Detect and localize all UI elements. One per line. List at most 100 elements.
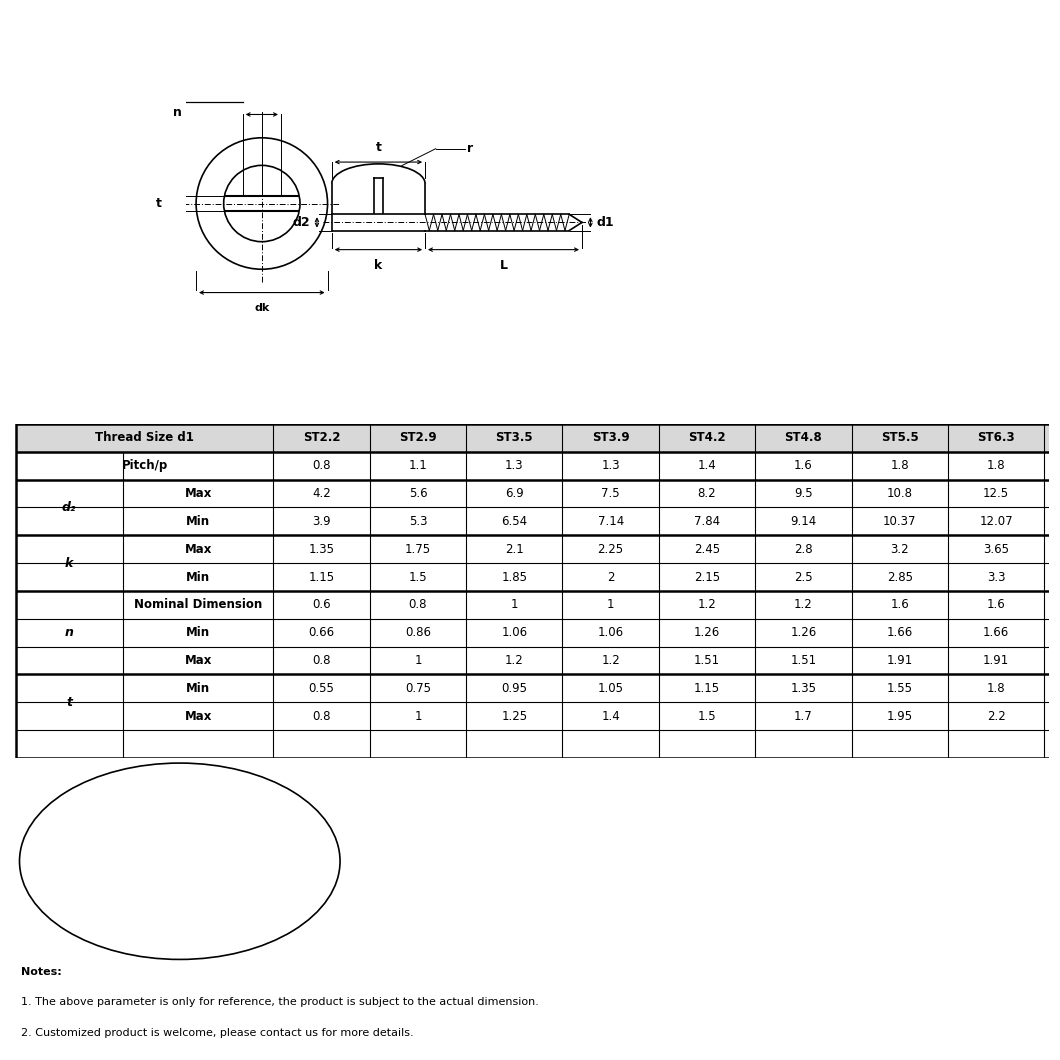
Text: 1.85: 1.85 [501, 570, 527, 584]
Text: 2: 2 [607, 570, 615, 584]
Text: 2.25: 2.25 [598, 543, 623, 555]
Text: t: t [156, 197, 162, 210]
Text: 0.95: 0.95 [501, 682, 527, 695]
Text: 1.06: 1.06 [501, 626, 528, 639]
Text: Max: Max [184, 543, 212, 555]
Text: d₂: d₂ [63, 501, 76, 514]
Text: 3.9: 3.9 [313, 515, 331, 528]
Text: Max: Max [184, 654, 212, 667]
Text: 0.8: 0.8 [313, 654, 331, 667]
Text: 0.75: 0.75 [405, 682, 431, 695]
Text: 1.05: 1.05 [598, 682, 623, 695]
Text: 1.06: 1.06 [598, 626, 623, 639]
Text: 1.15: 1.15 [308, 570, 335, 584]
Text: 6.9: 6.9 [505, 487, 524, 500]
Text: t: t [67, 695, 72, 709]
Text: 1.91: 1.91 [886, 654, 913, 667]
Text: 1: 1 [511, 598, 518, 612]
Text: Min: Min [187, 682, 210, 695]
Text: 12.5: 12.5 [983, 487, 1009, 500]
Text: Min: Min [187, 626, 210, 639]
Text: k: k [374, 259, 383, 272]
Text: ST2.2: ST2.2 [303, 431, 340, 444]
Text: 0.66: 0.66 [308, 626, 335, 639]
Text: 1.15: 1.15 [694, 682, 720, 695]
Text: 1.8: 1.8 [987, 459, 1005, 473]
Text: 1.26: 1.26 [790, 626, 816, 639]
Text: r: r [467, 142, 474, 155]
Text: 12.07: 12.07 [979, 515, 1013, 528]
Text: ST6.3: ST6.3 [977, 431, 1014, 444]
Text: 2.15: 2.15 [694, 570, 720, 584]
Text: 1.4: 1.4 [697, 459, 717, 473]
Text: 1.26: 1.26 [694, 626, 720, 639]
Text: n: n [65, 626, 74, 639]
Text: 7.5: 7.5 [601, 487, 620, 500]
Text: 0.8: 0.8 [313, 459, 331, 473]
Text: 1.91: 1.91 [983, 654, 1009, 667]
Text: 6.54: 6.54 [501, 515, 528, 528]
Text: 1.7: 1.7 [794, 709, 813, 723]
Text: 1.55: 1.55 [886, 682, 913, 695]
Text: 1.75: 1.75 [405, 543, 431, 555]
Text: 1.35: 1.35 [791, 682, 816, 695]
Text: ST3.5: ST3.5 [495, 431, 533, 444]
Text: 1.2: 1.2 [505, 654, 524, 667]
Text: 1.2: 1.2 [697, 598, 717, 612]
Text: Max: Max [184, 709, 212, 723]
Text: t: t [375, 141, 382, 154]
Text: dk: dk [254, 303, 269, 313]
Text: 1.4: 1.4 [601, 709, 620, 723]
Text: 1.3: 1.3 [601, 459, 620, 473]
Text: 2.1: 2.1 [505, 543, 524, 555]
Text: 8.2: 8.2 [697, 487, 717, 500]
Text: 10.37: 10.37 [883, 515, 917, 528]
Text: Min: Min [187, 515, 210, 528]
Text: 2.85: 2.85 [886, 570, 913, 584]
Text: d1: d1 [597, 216, 615, 229]
Text: 2.2: 2.2 [987, 709, 1005, 723]
Text: 1.51: 1.51 [791, 654, 816, 667]
Text: 0.8: 0.8 [313, 709, 331, 723]
Text: 0.6: 0.6 [313, 598, 331, 612]
Text: 3.65: 3.65 [983, 543, 1009, 555]
Text: 1.8: 1.8 [987, 682, 1005, 695]
Text: k: k [65, 556, 73, 569]
Text: 0.55: 0.55 [308, 682, 335, 695]
Text: 1.6: 1.6 [794, 459, 813, 473]
Text: ST4.8: ST4.8 [784, 431, 823, 444]
Text: ST2.9: ST2.9 [400, 431, 437, 444]
Text: 3.2: 3.2 [890, 543, 909, 555]
Text: 2.8: 2.8 [794, 543, 813, 555]
Text: 4.2: 4.2 [313, 487, 331, 500]
Text: ST5.5: ST5.5 [881, 431, 919, 444]
Text: 10.8: 10.8 [886, 487, 913, 500]
Text: 7.14: 7.14 [598, 515, 623, 528]
Text: 2. Customized product is welcome, please contact us for more details.: 2. Customized product is welcome, please… [21, 1028, 413, 1038]
Text: 2.5: 2.5 [794, 570, 813, 584]
Text: ST3.9: ST3.9 [591, 431, 630, 444]
Text: 1.51: 1.51 [694, 654, 720, 667]
Text: 5.3: 5.3 [409, 515, 427, 528]
Text: Thread Size d1: Thread Size d1 [95, 431, 194, 444]
Text: 1.66: 1.66 [886, 626, 913, 639]
Text: 1: 1 [607, 598, 615, 612]
Text: 1.25: 1.25 [501, 709, 528, 723]
Text: 1.3: 1.3 [505, 459, 524, 473]
Text: Notes:: Notes: [21, 967, 61, 977]
Text: 1: 1 [414, 654, 422, 667]
Text: Nominal Dimension: Nominal Dimension [134, 598, 262, 612]
Text: 1.1: 1.1 [408, 459, 427, 473]
Text: 1.8: 1.8 [890, 459, 909, 473]
Text: 9.5: 9.5 [794, 487, 813, 500]
Text: 1.2: 1.2 [601, 654, 620, 667]
Text: 0.8: 0.8 [409, 598, 427, 612]
Text: 2.45: 2.45 [694, 543, 720, 555]
Text: 0.86: 0.86 [405, 626, 431, 639]
Text: 1. The above parameter is only for reference, the product is subject to the actu: 1. The above parameter is only for refer… [21, 997, 538, 1007]
Text: 1.66: 1.66 [983, 626, 1009, 639]
Text: 1.6: 1.6 [987, 598, 1005, 612]
Text: 7.84: 7.84 [694, 515, 720, 528]
Text: 1.5: 1.5 [408, 570, 427, 584]
Text: Max: Max [184, 487, 212, 500]
